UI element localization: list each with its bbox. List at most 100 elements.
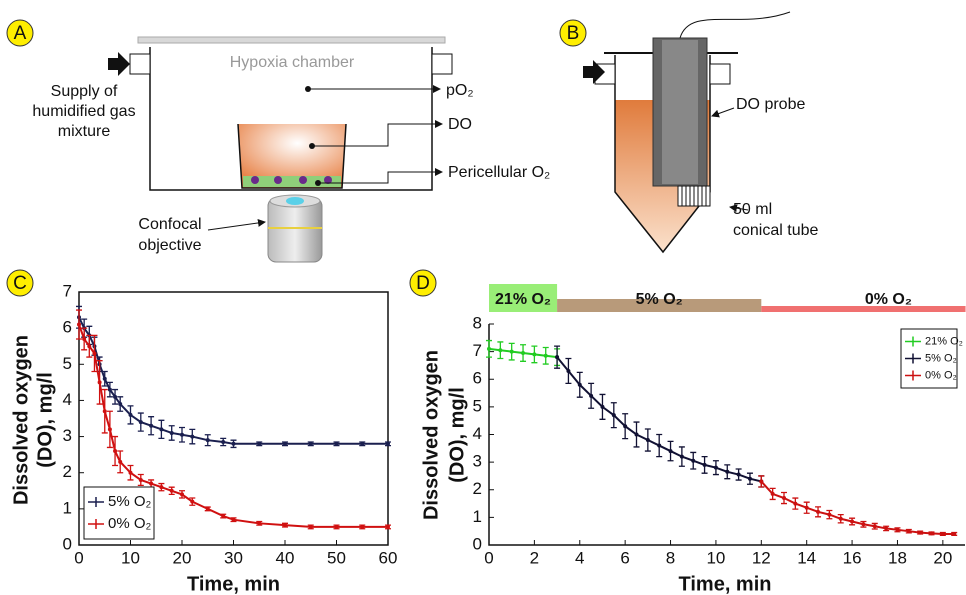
y-tick-label: 8 — [473, 313, 482, 332]
data-point — [87, 344, 92, 349]
data-point — [793, 501, 798, 506]
data-point — [308, 441, 313, 446]
data-point — [386, 524, 390, 529]
data-point — [498, 348, 503, 353]
data-point — [283, 523, 287, 528]
panel-label-b: B — [559, 19, 587, 47]
x-tick-label: 14 — [797, 548, 816, 567]
data-point — [360, 524, 365, 529]
data-point — [257, 441, 262, 446]
data-point — [668, 449, 673, 454]
data-point — [159, 485, 164, 490]
data-point — [102, 409, 107, 414]
x-tick-label: 20 — [933, 548, 952, 567]
objective — [267, 197, 323, 263]
chamber-lid — [137, 36, 446, 44]
y-tick-label: 5 — [63, 354, 72, 373]
objective-line: Confocal — [138, 216, 201, 233]
data-point — [221, 514, 226, 519]
data-point — [555, 355, 560, 360]
dish — [237, 123, 347, 189]
data-point — [940, 531, 945, 536]
data-point — [952, 531, 957, 536]
data-point — [521, 351, 526, 356]
data-point — [645, 438, 650, 443]
data-point — [221, 439, 226, 444]
data-point — [190, 434, 195, 439]
data-point — [816, 509, 821, 514]
data-point — [169, 488, 174, 493]
data-point — [589, 393, 594, 398]
y-tick-label: 1 — [63, 498, 72, 517]
data-point — [138, 477, 143, 482]
x-tick-label: 0 — [74, 548, 83, 567]
phase-label: 0% O₂ — [865, 291, 912, 308]
data-point — [770, 491, 775, 496]
data-point — [929, 531, 934, 536]
y-tick-label: 6 — [473, 369, 482, 388]
data-point — [918, 530, 923, 535]
x-tick-label: 6 — [620, 548, 629, 567]
panel-letter: D — [416, 273, 430, 294]
x-tick-label: 50 — [327, 548, 346, 567]
data-point — [118, 459, 123, 464]
data-point — [334, 524, 339, 529]
supply-line: humidified gas — [32, 103, 135, 120]
data-point — [77, 322, 81, 327]
data-point — [102, 376, 107, 381]
x-tick-label: 2 — [530, 548, 539, 567]
po2-label: pO₂ — [446, 82, 474, 99]
data-point — [107, 427, 112, 432]
y-axis-label: (DO), mg/l — [446, 387, 468, 483]
data-point — [487, 346, 491, 351]
phase-label: 21% O₂ — [495, 291, 551, 308]
data-point — [149, 423, 154, 428]
data-point — [702, 462, 707, 467]
y-tick-label: 2 — [473, 479, 482, 498]
x-tick-label: 60 — [379, 548, 398, 567]
y-tick-label: 7 — [63, 281, 72, 300]
x-tick-label: 10 — [121, 548, 140, 567]
data-point — [611, 413, 616, 418]
data-point — [128, 470, 133, 475]
data-point — [308, 524, 313, 529]
data-point — [190, 499, 195, 504]
y-tick-label: 3 — [63, 426, 72, 445]
inlet — [129, 53, 151, 75]
legend-label: 5% O₂ — [108, 493, 152, 510]
x-tick-label: 20 — [173, 548, 192, 567]
data-point — [257, 521, 262, 526]
data-point — [231, 441, 236, 446]
data-point — [747, 476, 752, 481]
chamber-wall — [149, 47, 433, 191]
y-tick-label: 2 — [63, 462, 72, 481]
legend-swatch — [905, 336, 921, 347]
data-point — [850, 519, 855, 524]
data-point — [92, 351, 97, 356]
data-point — [759, 479, 764, 484]
x-tick-label: 8 — [666, 548, 675, 567]
x-tick-label: 0 — [484, 548, 493, 567]
data-point — [838, 516, 843, 521]
data-point — [205, 506, 210, 511]
data-point — [532, 352, 537, 357]
data-point — [180, 492, 184, 497]
x-tick-label: 18 — [888, 548, 907, 567]
gas-arrow — [108, 52, 130, 76]
panel-letter: C — [13, 273, 27, 294]
data-point — [577, 382, 582, 387]
data-point — [334, 441, 339, 446]
diagram-b: DO probe 50 ml conical tube — [583, 11, 818, 254]
data-point — [623, 424, 628, 429]
phase-bar — [761, 306, 966, 312]
legend-swatch — [905, 353, 921, 364]
x-tick-label: 16 — [843, 548, 862, 567]
panel-letter: B — [567, 23, 580, 44]
y-tick-label: 5 — [473, 396, 482, 415]
data-point — [657, 443, 662, 448]
panel-label-d: D — [409, 269, 437, 297]
series-line — [78, 316, 388, 445]
y-tick-label: 3 — [473, 452, 482, 471]
x-tick-label: 30 — [224, 548, 243, 567]
